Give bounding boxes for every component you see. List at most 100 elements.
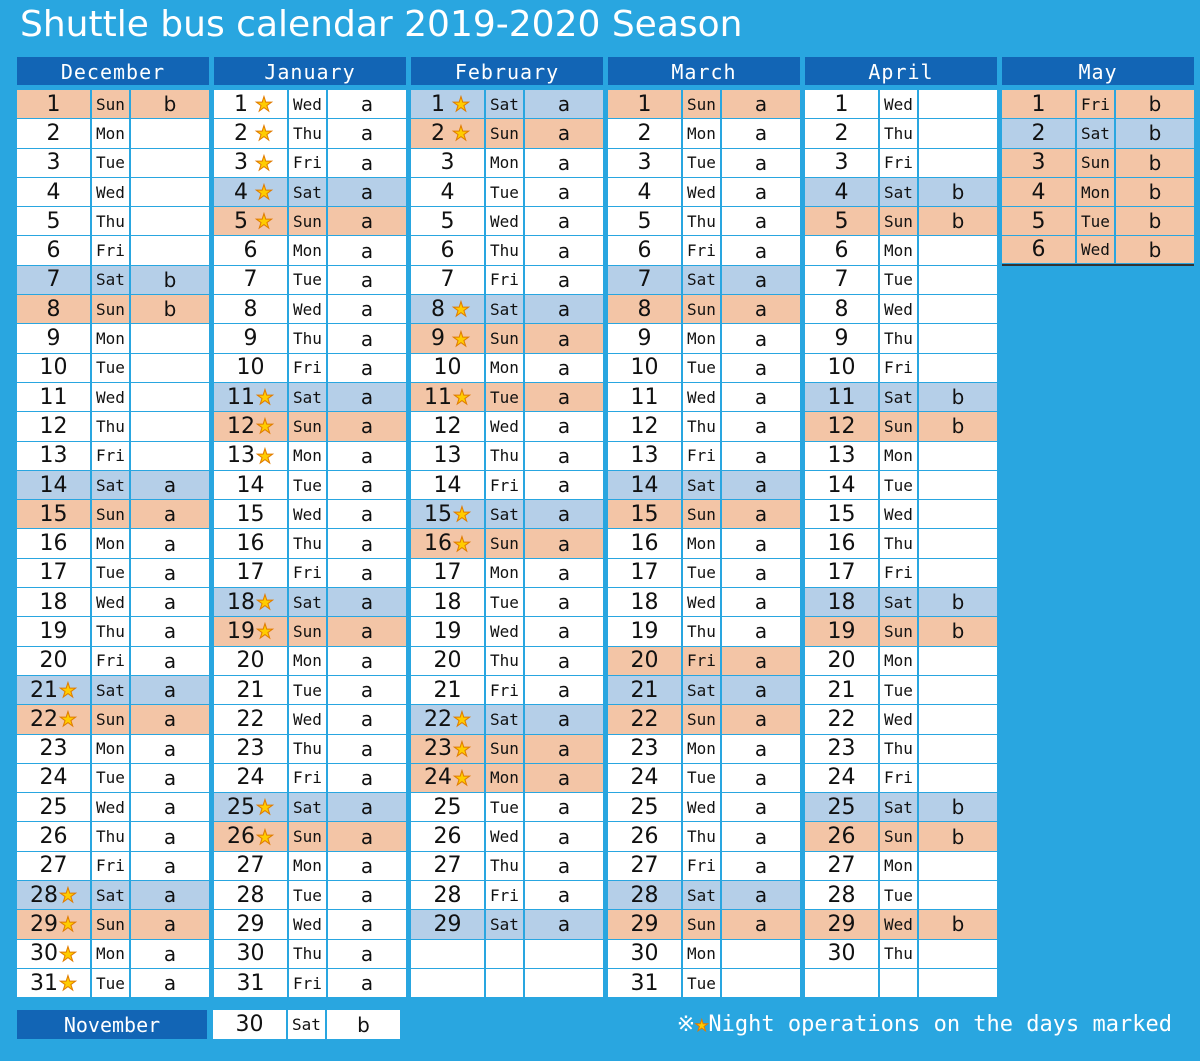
service-code: a xyxy=(131,646,209,676)
day-of-week: Fri xyxy=(880,763,919,794)
month-column-december: December 1 Sun b 2 Mon 3 Tue 4 Wed 5 Thu 6 Fri 7 Sat b 8 S… xyxy=(17,57,209,999)
day-number-text: 9 xyxy=(243,326,258,352)
day-number: 5 xyxy=(805,207,880,237)
day-number: 15 xyxy=(805,500,880,530)
day-number-text: 4 xyxy=(1031,179,1046,205)
day-number: 29 xyxy=(608,910,683,940)
day-of-week: Thu xyxy=(683,617,722,647)
day-row: 11 ★ Sat a xyxy=(214,382,406,413)
star-icon: ★ xyxy=(256,619,275,644)
day-number-text: 4 xyxy=(440,179,455,205)
day-row: 12 Wed a xyxy=(411,412,603,442)
day-number-text: 14 xyxy=(827,472,856,498)
day-number: 28 xyxy=(608,881,683,911)
day-number: 27 xyxy=(608,851,683,882)
day-of-week xyxy=(486,968,525,999)
day-row: 27 Mon a xyxy=(214,851,406,882)
day-of-week: Wed xyxy=(880,90,919,120)
month-header: February xyxy=(411,57,603,85)
day-number-text: 2 xyxy=(431,120,446,146)
empty-row xyxy=(411,939,603,969)
day-number-text: 14 xyxy=(433,472,462,498)
day-of-week: Sun xyxy=(880,207,919,237)
day-number: 9 xyxy=(17,324,92,354)
day-of-week: Fri xyxy=(880,148,919,178)
day-number: 26 xyxy=(17,822,92,852)
day-row: 10 Tue xyxy=(17,353,209,383)
day-number: 29 xyxy=(411,910,486,940)
day-row: 24 ★ Mon a xyxy=(411,763,603,794)
day-number-text: 11 xyxy=(39,384,68,410)
day-of-week: Sun xyxy=(289,822,328,852)
service-code: a xyxy=(131,470,209,501)
day-of-week: Mon xyxy=(289,441,328,471)
day-row: 25 Sat b xyxy=(805,793,997,823)
service-code: a xyxy=(525,119,603,149)
day-number-text: 19 xyxy=(39,618,68,644)
service-code: b xyxy=(327,1010,400,1039)
day-of-week: Fri xyxy=(880,558,919,589)
day-number-text: 6 xyxy=(834,238,849,264)
service-code: a xyxy=(722,382,800,413)
day-number-text: 1 xyxy=(46,91,61,117)
day-row: 23 Mon a xyxy=(608,734,800,764)
day-number: 13 ★ xyxy=(214,441,289,471)
service-code: a xyxy=(131,675,209,706)
service-code xyxy=(525,939,603,969)
day-row: 7 Tue xyxy=(805,265,997,296)
day-number: 4 xyxy=(1002,177,1077,208)
day-number: 17 xyxy=(17,558,92,589)
day-number: 4 xyxy=(805,177,880,208)
day-number-text: 5 xyxy=(637,208,652,234)
service-code: a xyxy=(722,851,800,882)
day-row: 3 Tue a xyxy=(608,148,800,178)
star-icon: ★ xyxy=(256,414,275,439)
day-number-text: 9 xyxy=(46,326,61,352)
day-number: 25 xyxy=(411,793,486,823)
day-of-week: Thu xyxy=(289,939,328,969)
service-code: a xyxy=(328,793,406,823)
day-row: 8 Wed xyxy=(805,295,997,325)
day-row: 15 Wed xyxy=(805,500,997,530)
day-number-text: 3 xyxy=(834,150,849,176)
day-of-week: Fri xyxy=(92,851,131,882)
day-of-week: Mon xyxy=(486,763,525,794)
day-number: 31 xyxy=(608,968,683,999)
day-row: 1 ★ Wed a xyxy=(214,90,406,120)
day-of-week: Sun xyxy=(1077,148,1116,178)
day-number: 2 xyxy=(17,119,92,149)
day-number: 24 xyxy=(214,763,289,794)
day-number-text: 30 xyxy=(630,941,659,967)
day-number: 22 xyxy=(805,705,880,735)
service-code: b xyxy=(1116,236,1194,264)
day-number: 11 ★ xyxy=(214,382,289,413)
day-number-text: 19 xyxy=(827,618,856,644)
day-number: 9 ★ xyxy=(411,324,486,354)
star-icon: ★ xyxy=(255,92,274,117)
day-of-week: Fri xyxy=(1077,90,1116,120)
day-of-week: Tue xyxy=(880,881,919,911)
service-code xyxy=(919,675,997,706)
day-row: 10 Fri a xyxy=(214,353,406,383)
service-code xyxy=(131,382,209,413)
day-number: 18 xyxy=(608,588,683,618)
service-code xyxy=(919,646,997,676)
day-number-text: 13 xyxy=(827,443,856,469)
day-number: 26 xyxy=(608,822,683,852)
day-number: 2 ★ xyxy=(411,119,486,149)
day-of-week: Fri xyxy=(289,148,328,178)
day-row: 23 ★ Sun a xyxy=(411,734,603,764)
day-row: 27 Thu a xyxy=(411,851,603,882)
day-number: 1 ★ xyxy=(214,90,289,120)
day-row: 21 ★ Sat a xyxy=(17,675,209,706)
day-number-text: 22 xyxy=(30,706,59,732)
service-code: a xyxy=(328,382,406,413)
service-code: a xyxy=(131,939,209,969)
day-row: 1 Fri b xyxy=(1002,90,1194,120)
day-of-week: Sat xyxy=(92,470,131,501)
day-of-week: Sat xyxy=(683,265,722,296)
day-number-text: 18 xyxy=(827,589,856,615)
day-row: 7 Tue a xyxy=(214,265,406,296)
service-code: a xyxy=(328,470,406,501)
day-of-week: Sun xyxy=(486,119,525,149)
